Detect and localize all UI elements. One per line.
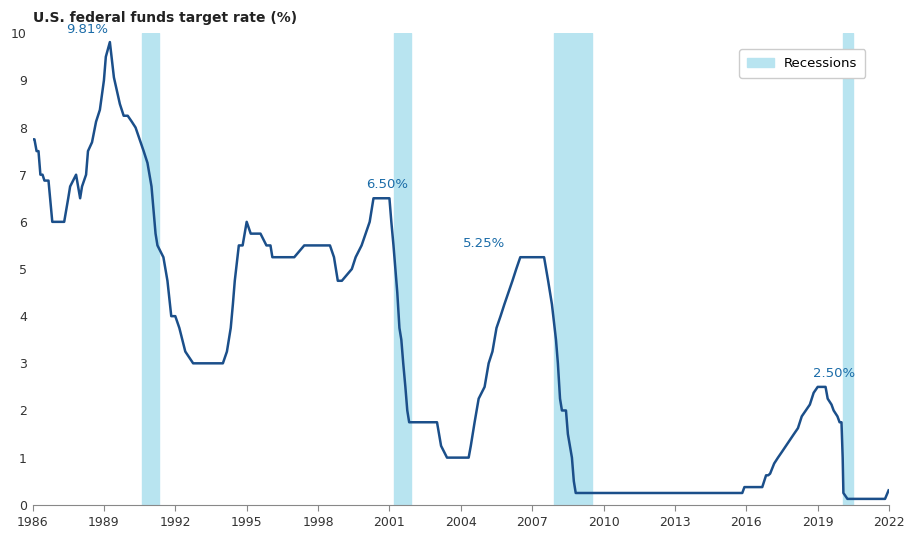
Bar bbox=[394, 33, 411, 505]
Text: 2.50%: 2.50% bbox=[812, 367, 855, 380]
Text: 5.25%: 5.25% bbox=[463, 237, 506, 250]
Legend: Recessions: Recessions bbox=[739, 49, 866, 78]
Text: U.S. federal funds target rate (%): U.S. federal funds target rate (%) bbox=[33, 11, 297, 25]
Bar bbox=[142, 33, 158, 505]
Bar bbox=[553, 33, 592, 505]
Text: 9.81%: 9.81% bbox=[66, 23, 108, 36]
Bar bbox=[844, 33, 854, 505]
Text: 6.50%: 6.50% bbox=[365, 178, 408, 191]
